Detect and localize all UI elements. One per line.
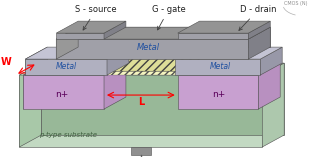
Polygon shape [178, 75, 258, 109]
Text: L: L [138, 97, 144, 107]
Polygon shape [107, 47, 129, 75]
Polygon shape [23, 75, 104, 109]
Polygon shape [262, 63, 284, 147]
Polygon shape [104, 63, 126, 109]
Polygon shape [56, 33, 104, 39]
Text: Metal: Metal [56, 62, 77, 71]
Polygon shape [104, 59, 200, 71]
Polygon shape [248, 27, 270, 59]
Text: CMOS (N): CMOS (N) [283, 1, 307, 6]
Text: p-type substrate: p-type substrate [39, 132, 97, 138]
Polygon shape [19, 75, 262, 147]
Polygon shape [23, 63, 45, 109]
Text: n+: n+ [212, 89, 225, 99]
Polygon shape [56, 27, 270, 39]
Polygon shape [25, 59, 107, 75]
Text: Metal: Metal [210, 62, 231, 71]
Text: W: W [1, 57, 12, 67]
Polygon shape [131, 147, 151, 155]
Polygon shape [260, 47, 282, 75]
Polygon shape [78, 27, 270, 47]
Polygon shape [178, 63, 280, 75]
Polygon shape [175, 47, 282, 59]
Polygon shape [104, 59, 200, 71]
Text: G - gate: G - gate [152, 5, 186, 30]
Text: n+: n+ [56, 89, 69, 99]
Polygon shape [25, 47, 129, 59]
Polygon shape [41, 63, 284, 135]
Polygon shape [23, 63, 126, 75]
Polygon shape [56, 27, 78, 59]
Polygon shape [104, 21, 126, 39]
Polygon shape [56, 21, 126, 33]
Polygon shape [175, 59, 260, 75]
Polygon shape [258, 63, 280, 109]
Polygon shape [19, 63, 41, 147]
Polygon shape [178, 21, 270, 33]
Text: S - source: S - source [75, 5, 117, 30]
Polygon shape [19, 63, 284, 75]
Polygon shape [104, 71, 178, 75]
Polygon shape [178, 33, 248, 39]
Text: Metal: Metal [137, 43, 160, 52]
Text: D - drain: D - drain [239, 5, 277, 30]
Polygon shape [25, 47, 47, 75]
Polygon shape [248, 21, 270, 39]
Polygon shape [56, 39, 248, 59]
